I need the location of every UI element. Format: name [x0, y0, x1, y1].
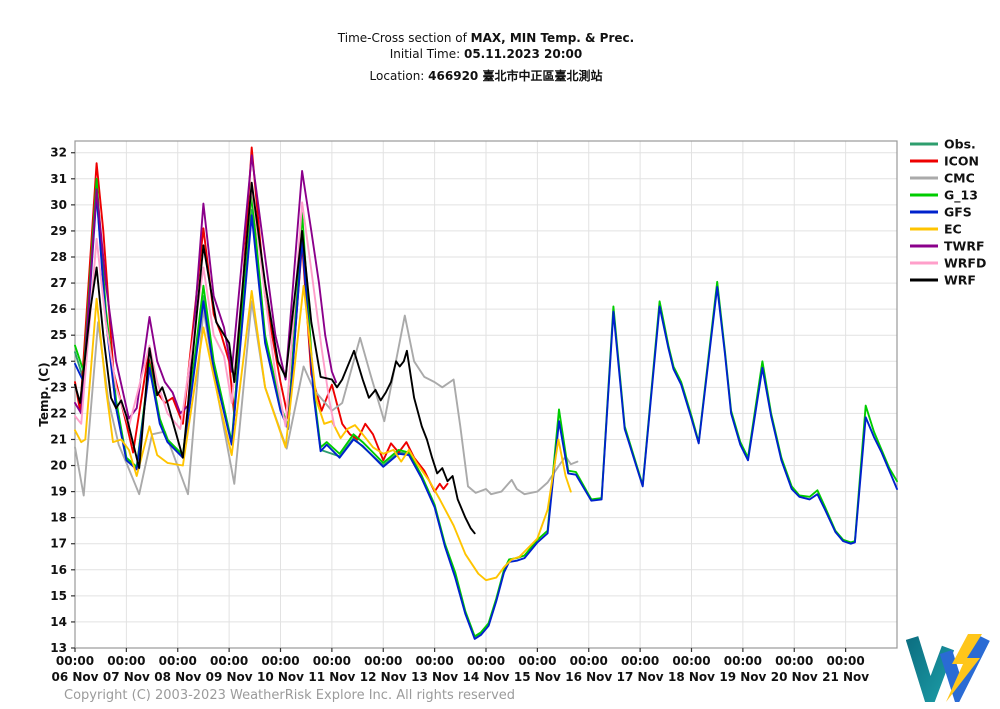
- x-tick-date-label: 21 Nov: [822, 670, 869, 684]
- series-line-wrf: [74, 181, 476, 535]
- x-tick-date-label: 11 Nov: [308, 670, 355, 684]
- y-tick-label: 26: [50, 302, 67, 316]
- y-tick-label: 20: [50, 459, 67, 473]
- legend-label-icon: ICON: [944, 154, 979, 169]
- legend-label-g13: G_13: [944, 188, 978, 204]
- legend-label-ec: EC: [944, 222, 962, 237]
- x-tick-date-label: 17 Nov: [617, 670, 664, 684]
- x-tick-time-label: 00:00: [827, 654, 865, 668]
- copyright-text: Copyright (C) 2003-2023 WeatherRisk Expl…: [64, 688, 516, 703]
- y-tick-label: 28: [50, 250, 67, 264]
- logo-w-left-stroke: [906, 636, 955, 702]
- x-tick-time-label: 00:00: [210, 654, 248, 668]
- series-line-icon: [74, 146, 449, 493]
- y-tick-label: 30: [50, 198, 67, 212]
- series-line-gfs: [74, 193, 898, 640]
- x-tick-time-label: 00:00: [518, 654, 556, 668]
- y-tick-label: 16: [50, 563, 67, 577]
- x-tick-date-label: 10 Nov: [257, 670, 304, 684]
- y-tick-label: 29: [50, 224, 67, 238]
- series-line-wrfd: [74, 185, 336, 430]
- y-tick-label: 24: [50, 354, 67, 368]
- series-line-cmc: [74, 300, 579, 497]
- series-line-ec: [74, 284, 572, 582]
- y-tick-label: 27: [50, 276, 67, 290]
- title-prefix: Time-Cross section of: [337, 31, 471, 45]
- x-tick-date-label: 12 Nov: [360, 670, 407, 684]
- y-tick-label: 15: [50, 589, 67, 603]
- y-tick-label: 25: [50, 328, 67, 342]
- logo-w-right-stroke: [939, 635, 990, 702]
- x-tick-time-label: 00:00: [724, 654, 762, 668]
- x-tick-date-label: 09 Nov: [206, 670, 253, 684]
- initial-time-label: Initial Time:: [389, 47, 464, 61]
- x-tick-date-label: 19 Nov: [719, 670, 766, 684]
- y-tick-label: 21: [50, 432, 67, 446]
- series-line-twrf: [74, 154, 337, 420]
- location-value: 466920 臺北市中正區臺北測站: [428, 69, 603, 83]
- legend-label-wrfd: WRFD: [944, 256, 986, 271]
- legend-label-wrf: WRF: [944, 273, 976, 288]
- x-tick-time-label: 00:00: [672, 654, 710, 668]
- x-tick-date-label: 15 Nov: [514, 670, 561, 684]
- x-tick-time-label: 00:00: [56, 654, 94, 668]
- initial-time-value: 05.11.2023 20:00: [463, 47, 583, 61]
- y-tick-label: 19: [50, 485, 67, 499]
- x-tick-date-label: 14 Nov: [463, 670, 510, 684]
- legend-label-twrf: TWRF: [944, 239, 984, 254]
- x-tick-time-label: 00:00: [107, 654, 145, 668]
- x-tick-date-label: 08 Nov: [154, 670, 201, 684]
- title-main: MAX, MIN Temp. & Prec.: [470, 31, 635, 45]
- weatherrisk-logo: [906, 634, 990, 702]
- y-tick-label: 13: [50, 641, 67, 655]
- x-tick-date-label: 07 Nov: [103, 670, 150, 684]
- title-line-1: Time-Cross section of MAX, MIN Temp. & P…: [0, 30, 972, 46]
- y-tick-label: 32: [50, 146, 67, 160]
- x-tick-time-label: 00:00: [621, 654, 659, 668]
- x-tick-time-label: 00:00: [261, 654, 299, 668]
- title-line-3: Location: 466920 臺北市中正區臺北測站: [0, 68, 972, 84]
- x-tick-time-label: 00:00: [570, 654, 608, 668]
- legend-label-obs: Obs.: [944, 137, 976, 152]
- x-tick-date-label: 20 Nov: [771, 670, 818, 684]
- logo-lightning-bolt-icon: [946, 634, 982, 702]
- x-tick-time-label: 00:00: [467, 654, 505, 668]
- y-tick-label: 17: [50, 537, 67, 551]
- x-tick-time-label: 00:00: [313, 654, 351, 668]
- x-tick-date-label: 18 Nov: [668, 670, 715, 684]
- x-tick-date-label: 16 Nov: [565, 670, 612, 684]
- title-line-2: Initial Time: 05.11.2023 20:00: [0, 46, 972, 62]
- location-label: Location:: [369, 69, 429, 83]
- y-tick-label: 23: [50, 380, 67, 394]
- x-tick-time-label: 00:00: [775, 654, 813, 668]
- y-tick-label: 22: [50, 406, 67, 420]
- x-tick-date-label: 06 Nov: [52, 670, 99, 684]
- y-tick-label: 18: [50, 511, 67, 525]
- x-tick-time-label: 00:00: [159, 654, 197, 668]
- y-tick-label: 31: [50, 172, 67, 186]
- x-tick-date-label: 13 Nov: [411, 670, 458, 684]
- legend-label-cmc: CMC: [944, 171, 975, 186]
- x-tick-time-label: 00:00: [364, 654, 402, 668]
- y-tick-label: 14: [50, 615, 67, 629]
- y-axis-label: Temp. (C): [37, 362, 51, 426]
- legend-label-gfs: GFS: [944, 205, 972, 220]
- chart-title: Time-Cross section of MAX, MIN Temp. & P…: [0, 30, 972, 84]
- series-line-obs: [74, 193, 482, 639]
- x-tick-time-label: 00:00: [416, 654, 454, 668]
